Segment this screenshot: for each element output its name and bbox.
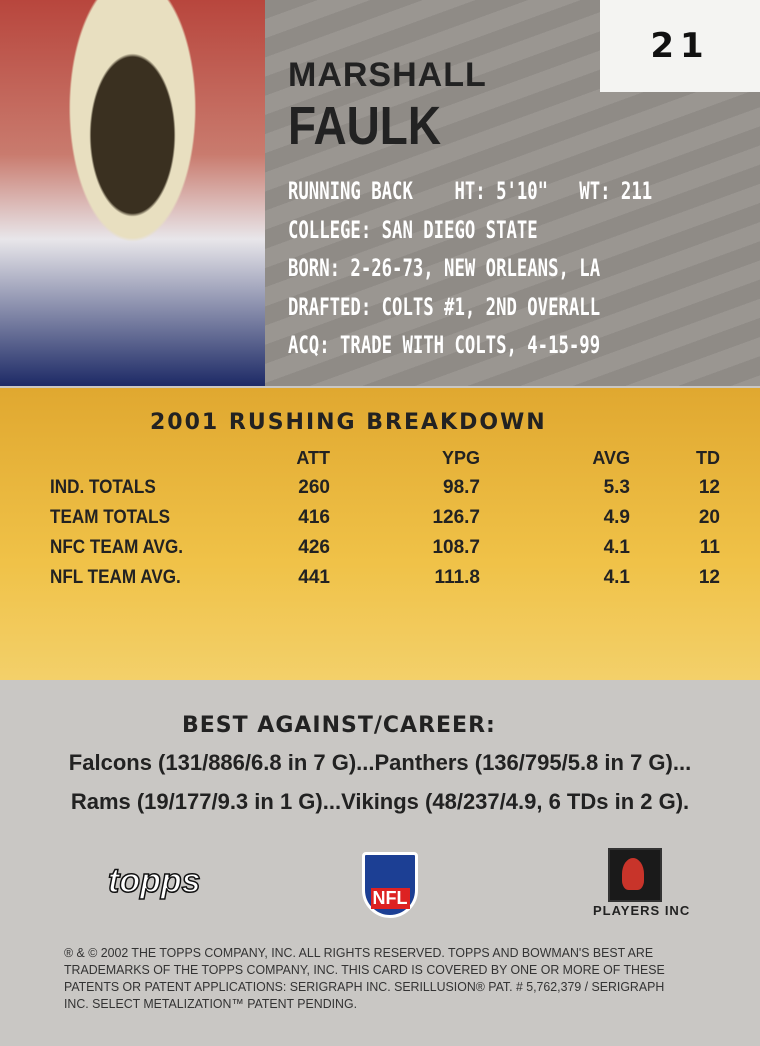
table-row: NFL TEAM AVG. 441 111.8 4.1 12 bbox=[50, 563, 720, 593]
table-cell: 12 bbox=[698, 477, 720, 498]
table-row: TEAM TOTALS 416 126.7 4.9 20 bbox=[50, 503, 720, 533]
table-cell: 5.3 bbox=[603, 477, 630, 498]
bio-line: DRAFTED: COLTS #1, 2ND OVERALL bbox=[288, 292, 601, 321]
player-first-name: MARSHALL bbox=[288, 56, 487, 94]
col-header bbox=[50, 443, 230, 473]
stats-title: 2001 RUSHING BREAKDOWN bbox=[150, 410, 547, 435]
col-header: TD bbox=[696, 447, 720, 468]
table-cell: 111.8 bbox=[434, 567, 480, 588]
player-photo bbox=[0, 0, 265, 386]
table-cell: 126.7 bbox=[432, 507, 480, 528]
players-inc-text: PLAYERS INC bbox=[593, 903, 691, 918]
table-cell: IND. TOTALS bbox=[50, 477, 156, 498]
bio-facts: RUNNING BACK HT: 5'10" WT: 211 COLLEGE: S… bbox=[288, 172, 652, 365]
best-against-line: Rams (19/177/9.3 in 1 G)...Vikings (48/2… bbox=[70, 789, 690, 814]
table-cell: 12 bbox=[698, 567, 720, 588]
table-cell: 11 bbox=[699, 537, 720, 558]
col-header: ATT bbox=[296, 447, 330, 468]
stats-table: ATT YPG AVG TD IND. TOTALS 260 98.7 5.3 12 TE… bbox=[50, 443, 720, 593]
nfl-logo-text: NFL bbox=[370, 888, 410, 909]
player-last-name: FAULK bbox=[288, 96, 441, 156]
legal-text: ® & © 2002 THE TOPPS COMPANY, INC. ALL R… bbox=[64, 945, 665, 1011]
table-cell: 108.7 bbox=[432, 537, 480, 558]
table-cell: TEAM TOTALS bbox=[50, 507, 171, 528]
table-cell: 4.9 bbox=[603, 507, 630, 528]
table-cell: 20 bbox=[698, 507, 720, 528]
table-cell: 4.1 bbox=[603, 567, 630, 588]
topps-logo: topps bbox=[107, 861, 201, 901]
table-cell: 4.1 bbox=[603, 537, 630, 558]
bio-line: BORN: 2-26-73, NEW ORLEANS, LA bbox=[288, 254, 601, 282]
bio-line: COLLEGE: SAN DIEGO STATE bbox=[288, 215, 538, 244]
nfl-shield-logo: NFL bbox=[362, 852, 418, 918]
col-header: AVG bbox=[592, 447, 630, 468]
table-row: IND. TOTALS 260 98.7 5.3 12 bbox=[50, 473, 720, 503]
table-cell: 260 bbox=[298, 477, 330, 498]
table-cell: 98.7 bbox=[443, 477, 480, 498]
players-inc-logo bbox=[608, 848, 662, 902]
col-header: YPG bbox=[441, 447, 480, 468]
best-against-line: Falcons (131/886/6.8 in 7 G)...Panthers … bbox=[68, 750, 692, 775]
table-header-row: ATT YPG AVG TD bbox=[50, 443, 720, 473]
card-number: 21 bbox=[600, 0, 760, 92]
table-cell: NFC TEAM AVG. bbox=[50, 537, 184, 558]
stats-band bbox=[0, 388, 760, 680]
table-cell: 426 bbox=[298, 537, 330, 558]
table-cell: NFL TEAM AVG. bbox=[50, 567, 181, 588]
bio-line: RUNNING BACK HT: 5'10" WT: 211 bbox=[288, 177, 653, 205]
best-against-title: BEST AGAINST/CAREER: bbox=[182, 713, 496, 738]
table-row: NFC TEAM AVG. 426 108.7 4.1 11 bbox=[50, 533, 720, 563]
table-cell: 416 bbox=[298, 507, 330, 528]
table-cell: 441 bbox=[298, 567, 330, 588]
bio-line: ACQ: TRADE WITH COLTS, 4-15-99 bbox=[288, 331, 601, 359]
